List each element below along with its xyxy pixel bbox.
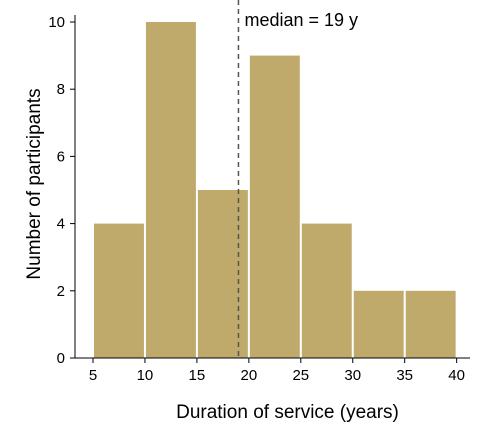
histogram-bar-5 <box>353 290 404 358</box>
x-tick-label: 35 <box>396 367 413 384</box>
x-tick-label: 15 <box>189 367 206 384</box>
x-axis-title: Duration of service (years) <box>176 402 399 423</box>
y-ticks: 0 2 4 6 8 10 <box>48 14 75 367</box>
x-tick-label: 30 <box>344 367 361 384</box>
histogram-bar-4 <box>301 223 352 358</box>
y-axis-title: Number of participants <box>24 88 45 279</box>
bars-group <box>94 22 456 358</box>
histogram-bar-0 <box>94 223 144 358</box>
histogram-bar-3 <box>249 55 300 358</box>
y-tick-label: 8 <box>57 81 65 98</box>
x-tick-label: 20 <box>241 367 258 384</box>
x-tick-label: 10 <box>137 367 154 384</box>
x-tick-label: 25 <box>292 367 309 384</box>
y-tick-label: 0 <box>57 350 65 367</box>
histogram-bar-2 <box>197 190 248 358</box>
histogram-bar-1 <box>145 22 196 358</box>
x-tick-label: 5 <box>89 367 97 384</box>
y-tick-label: 4 <box>57 216 65 233</box>
x-ticks: 5 10 15 20 25 30 35 40 <box>89 358 465 384</box>
y-tick-label: 2 <box>57 283 65 300</box>
median-label: median = 19 y <box>244 10 358 30</box>
y-tick-label: 6 <box>57 148 65 165</box>
x-tick-label: 40 <box>448 367 465 384</box>
histogram-bar-6 <box>405 290 456 358</box>
y-tick-label: 10 <box>48 14 65 31</box>
